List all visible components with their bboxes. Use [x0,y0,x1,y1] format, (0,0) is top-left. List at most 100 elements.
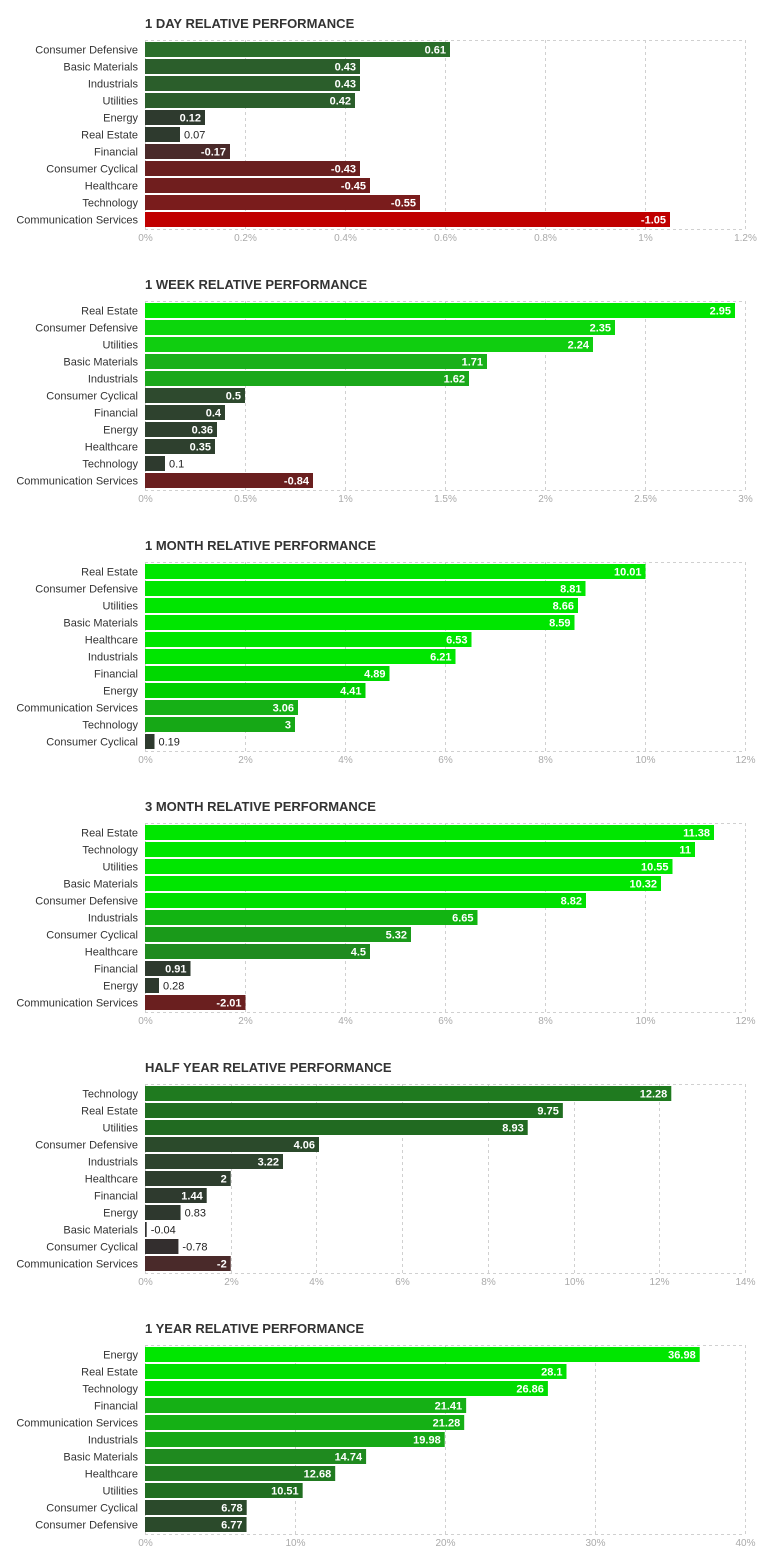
x-tick-label: 10% [564,1277,584,1288]
bar [145,683,366,698]
chart-title: 1 DAY RELATIVE PERFORMANCE [145,16,355,31]
category-label: Basic Materials [63,1225,138,1237]
value-label: 4.06 [294,1140,315,1152]
value-label: 0.19 [159,737,180,749]
category-label: Consumer Cyclical [46,391,138,403]
bar [145,598,578,613]
value-label: 3.06 [273,703,294,715]
value-label: 5.32 [386,930,407,942]
category-label: Utilities [103,1123,139,1135]
bar [145,995,246,1010]
category-label: Consumer Cyclical [46,737,138,749]
value-label: 4.5 [351,947,366,959]
value-label: 12.28 [640,1089,668,1101]
value-label: 10.01 [614,567,642,579]
category-label: Healthcare [85,1469,138,1481]
x-tick-label: 2% [538,494,553,505]
bar [145,734,155,749]
x-tick-label: 10% [635,755,655,766]
bar [145,354,487,369]
category-label: Industrials [88,652,139,664]
value-label: 1.62 [444,374,465,386]
value-label: 6.77 [221,1520,242,1532]
category-label: Real Estate [81,567,138,579]
bar [145,632,472,647]
x-tick-label: 40% [735,1538,755,1549]
category-label: Real Estate [81,1106,138,1118]
category-label: Utilities [103,601,139,613]
x-tick-label: 1.5% [434,494,457,505]
category-label: Industrials [88,79,139,91]
chart-title: HALF YEAR RELATIVE PERFORMANCE [145,1060,392,1075]
bar [145,405,225,420]
x-tick-label: 20% [435,1538,455,1549]
category-label: Consumer Cyclical [46,1503,138,1515]
category-label: Real Estate [81,828,138,840]
bar [145,1500,247,1515]
category-label: Real Estate [81,1367,138,1379]
value-label: -0.78 [182,1242,207,1254]
value-label: 4.89 [364,669,385,681]
bar [145,859,673,874]
value-label: 0.35 [190,442,211,454]
value-label: 21.28 [433,1418,461,1430]
value-label: 3 [285,720,291,732]
bar [145,42,450,57]
bar [145,666,390,681]
value-label: -0.45 [341,181,366,193]
bar [145,320,615,335]
category-label: Energy [103,113,138,125]
value-label: 11 [679,845,691,857]
value-label: 11.38 [683,828,710,840]
category-label: Basic Materials [63,618,138,630]
bar [145,1222,147,1237]
category-label: Financial [94,147,138,159]
category-label: Technology [82,198,138,210]
value-label: 0.5 [226,391,241,403]
category-label: Industrials [88,374,139,386]
x-tick-label: 12% [735,755,755,766]
x-tick-label: 0.8% [534,233,557,244]
x-tick-label: 0.4% [334,233,357,244]
bar [145,439,215,454]
category-label: Communication Services [16,1259,138,1271]
value-label: -0.43 [331,164,356,176]
category-label: Healthcare [85,947,138,959]
category-label: Basic Materials [63,357,138,369]
category-label: Basic Materials [63,62,138,74]
category-label: Utilities [103,1486,139,1498]
category-label: Industrials [88,1435,139,1447]
bar [145,1103,563,1118]
bar [145,910,478,925]
x-tick-label: 0% [138,1277,153,1288]
value-label: 0.43 [335,62,356,74]
bar [145,927,411,942]
category-label: Technology [82,1384,138,1396]
x-tick-label: 4% [338,755,353,766]
value-label: 2.95 [710,306,731,318]
bar [145,700,298,715]
bar [145,717,295,732]
bar [145,1415,465,1430]
value-label: 9.75 [537,1106,558,1118]
bar [145,1154,283,1169]
value-label: 19.98 [413,1435,441,1447]
x-tick-label: 4% [309,1277,324,1288]
bar [145,978,159,993]
x-tick-label: 4% [338,1016,353,1027]
category-label: Financial [94,669,138,681]
value-label: -2.01 [216,998,241,1010]
category-label: Communication Services [16,703,138,715]
value-label: -0.04 [151,1225,176,1237]
bar [145,1432,445,1447]
category-label: Utilities [103,340,139,352]
category-label: Energy [103,1208,138,1220]
value-label: 10.51 [271,1486,299,1498]
category-label: Communication Services [16,215,138,227]
category-label: Real Estate [81,130,138,142]
bar [145,842,695,857]
bar [145,456,165,471]
bar [145,615,575,630]
x-tick-label: 0.2% [234,233,257,244]
value-label: 0.1 [169,459,184,471]
